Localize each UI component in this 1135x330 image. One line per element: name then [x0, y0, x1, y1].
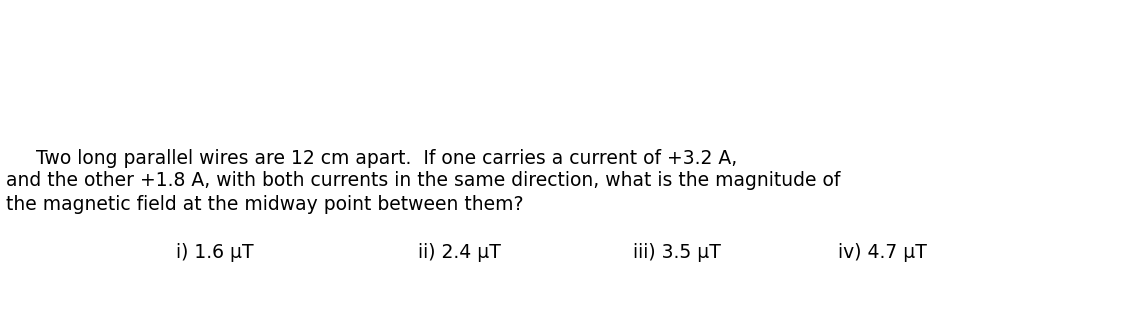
Text: ii) 2.4 μT: ii) 2.4 μT	[418, 243, 501, 261]
Text: iii) 3.5 μT: iii) 3.5 μT	[633, 243, 721, 261]
Text: i) 1.6 μT: i) 1.6 μT	[176, 243, 253, 261]
Text: iv) 4.7 μT: iv) 4.7 μT	[838, 243, 926, 261]
Text: and the other +1.8 A, with both currents in the same direction, what is the magn: and the other +1.8 A, with both currents…	[6, 172, 840, 190]
Text: the magnetic field at the midway point between them?: the magnetic field at the midway point b…	[6, 194, 523, 214]
Text: Two long parallel wires are 12 cm apart.  If one carries a current of +3.2 A,: Two long parallel wires are 12 cm apart.…	[6, 148, 737, 168]
